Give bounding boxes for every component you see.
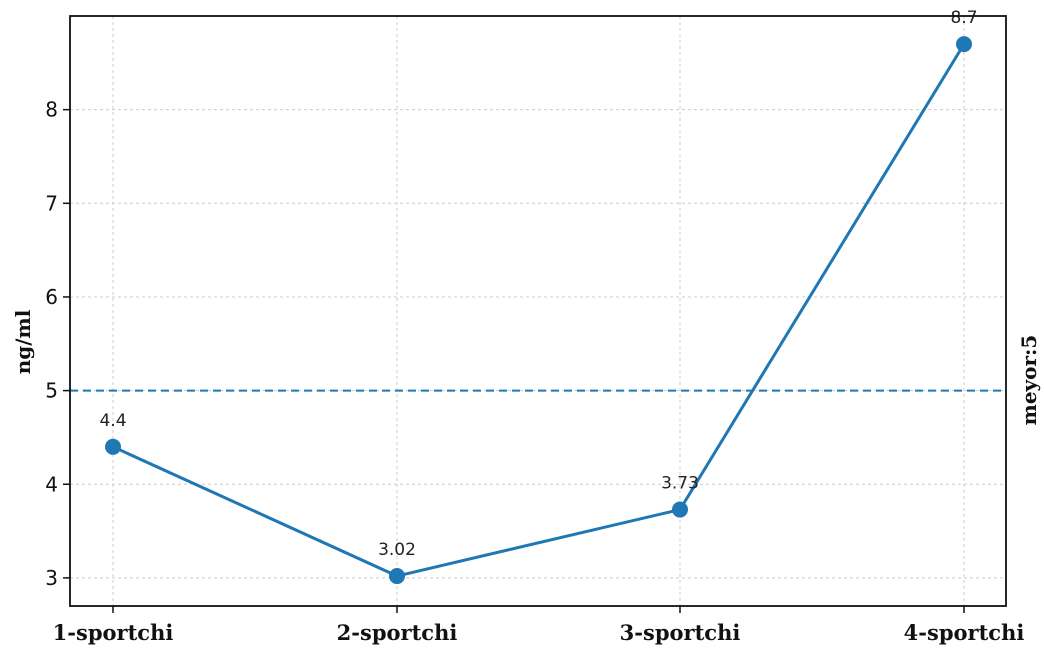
x-tick-label: 3-sportchi — [620, 620, 741, 645]
y-tick-label: 3 — [45, 566, 58, 590]
y-tick-label: 8 — [45, 98, 58, 122]
data-point — [956, 36, 972, 53]
x-tick-label: 2-sportchi — [337, 620, 458, 645]
y-tick-label: 7 — [45, 191, 58, 215]
data-point — [672, 501, 688, 518]
y-tick-label: 5 — [45, 379, 58, 403]
y-axis-ticks: 3 4 5 6 7 8 — [45, 98, 70, 590]
data-label: 8.7 — [950, 8, 977, 28]
data-points — [105, 36, 972, 585]
data-point — [105, 438, 121, 455]
x-tick-label: 1-sportchi — [53, 620, 174, 645]
data-point — [389, 568, 405, 585]
grid-lines — [70, 16, 1006, 606]
data-label: 3.73 — [661, 474, 699, 494]
y-axis-title: ng/ml — [11, 309, 35, 374]
x-axis-ticks: 1-sportchi 2-sportchi 3-sportchi 4-sportchi — [53, 606, 1025, 645]
y-tick-label: 4 — [45, 472, 58, 496]
x-tick-label: 4-sportchi — [904, 620, 1025, 645]
data-label: 3.02 — [378, 540, 416, 560]
plot-frame — [69, 15, 1007, 607]
series-line — [112, 43, 966, 578]
y-tick-label: 6 — [45, 285, 58, 309]
data-labels: 4.4 3.02 3.73 8.7 — [99, 8, 977, 560]
reference-line-label: meyor:5 — [1017, 335, 1041, 426]
data-label: 4.4 — [99, 411, 126, 431]
